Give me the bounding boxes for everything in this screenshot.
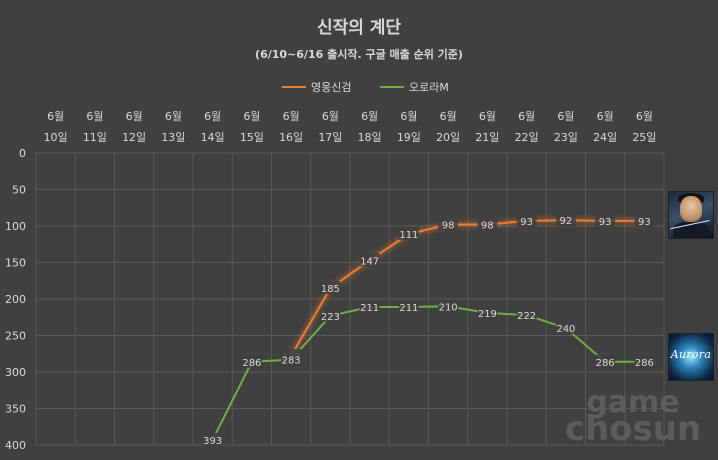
x-tick-month: 6월 bbox=[440, 110, 457, 123]
data-label: 393 bbox=[203, 436, 222, 447]
data-label: 210 bbox=[439, 302, 458, 313]
x-tick-month: 6월 bbox=[86, 110, 103, 123]
x-tick-day: 20일 bbox=[436, 130, 460, 144]
x-tick-day: 22일 bbox=[515, 130, 539, 144]
data-label: 185 bbox=[321, 284, 340, 295]
x-axis: 6월 6월 6월 6월 6월 6월 6월 6월 6월 6월 6월 6월 6월 6월 6월 6월 10일 11일 12… bbox=[44, 110, 657, 144]
grid bbox=[35, 152, 665, 446]
data-label: 93 bbox=[520, 217, 533, 228]
x-tick-month: 6월 bbox=[518, 110, 535, 123]
data-label-bg bbox=[477, 305, 498, 319]
x-tick-day: 21일 bbox=[475, 130, 499, 144]
x-tick-month: 6월 bbox=[322, 110, 339, 123]
data-label-bg bbox=[320, 281, 341, 295]
x-tick-month: 6월 bbox=[597, 110, 614, 123]
data-label-bg bbox=[555, 213, 576, 227]
data-label-bg bbox=[595, 354, 616, 368]
data-label: 286 bbox=[596, 358, 615, 369]
x-tick-month: 6월 bbox=[47, 110, 64, 123]
y-tick-label: 100 bbox=[5, 220, 26, 233]
x-tick-month: 6월 bbox=[126, 110, 143, 123]
data-label: 211 bbox=[360, 303, 379, 314]
data-label: 222 bbox=[517, 311, 536, 322]
x-tick-day: 25일 bbox=[632, 130, 656, 144]
aurora-game-thumbnail: Aurora bbox=[668, 333, 714, 381]
data-label: 211 bbox=[399, 303, 418, 314]
legend-label: 영웅신검 bbox=[311, 81, 351, 94]
x-tick-day: 18일 bbox=[358, 130, 382, 144]
data-label-bg bbox=[516, 213, 537, 227]
data-label-bg bbox=[398, 300, 419, 314]
x-tick-day: 15일 bbox=[240, 130, 264, 144]
y-tick-label: 250 bbox=[5, 330, 26, 343]
data-label: 240 bbox=[556, 324, 575, 335]
x-tick-day: 13일 bbox=[161, 130, 185, 144]
legend-label: 오로라M bbox=[409, 81, 449, 94]
data-label: 286 bbox=[635, 358, 654, 369]
x-tick-month: 6월 bbox=[361, 110, 378, 123]
chart-title: 신작의 계단 bbox=[317, 18, 401, 38]
data-label-bg bbox=[634, 354, 655, 368]
data-label-bg bbox=[516, 308, 537, 322]
chart-subtitle: (6/10~6/16 출시작. 구글 매출 순위 기준) bbox=[255, 47, 463, 61]
x-tick-day: 23일 bbox=[554, 130, 578, 144]
data-label-bg bbox=[634, 213, 655, 227]
x-tick-month: 6월 bbox=[283, 110, 300, 123]
data-label: 147 bbox=[360, 256, 379, 267]
data-label-bg bbox=[398, 227, 419, 241]
data-label-bg bbox=[359, 253, 380, 267]
data-label: 92 bbox=[560, 216, 573, 227]
y-tick-label: 200 bbox=[5, 293, 26, 306]
data-label-bg bbox=[555, 321, 576, 335]
legend: 영웅신검 오로라M bbox=[282, 81, 449, 94]
data-labels: 2781851471119898939293933932862832232112… bbox=[202, 213, 655, 447]
x-tick-day: 16일 bbox=[279, 130, 303, 144]
x-tick-month: 6월 bbox=[243, 110, 260, 123]
data-label: 286 bbox=[242, 358, 261, 369]
data-label-bg bbox=[359, 300, 380, 314]
y-tick-label: 0 bbox=[19, 147, 26, 160]
data-label-bg bbox=[320, 308, 341, 322]
data-label: 223 bbox=[321, 312, 340, 323]
data-label: 98 bbox=[481, 221, 494, 232]
series-line bbox=[290, 219, 645, 357]
x-tick-month: 6월 bbox=[636, 110, 653, 123]
watermark-line-1: game bbox=[586, 385, 680, 420]
y-tick-label: 300 bbox=[5, 366, 26, 379]
data-label-bg bbox=[438, 299, 459, 313]
x-tick-day: 14일 bbox=[201, 130, 225, 144]
y-tick-label: 350 bbox=[5, 403, 26, 416]
hero-game-thumbnail bbox=[668, 191, 714, 239]
y-tick-label: 150 bbox=[5, 257, 26, 270]
data-label-bg bbox=[438, 217, 459, 231]
data-label-bg bbox=[241, 354, 262, 368]
data-label: 111 bbox=[399, 230, 418, 241]
y-tick-label: 400 bbox=[5, 439, 26, 452]
x-tick-month: 6월 bbox=[557, 110, 574, 123]
data-label: 283 bbox=[282, 356, 301, 367]
y-tick-label: 50 bbox=[12, 184, 26, 197]
x-tick-day: 17일 bbox=[318, 130, 342, 144]
data-label: 98 bbox=[442, 221, 455, 232]
x-tick-day: 11일 bbox=[83, 130, 107, 144]
x-tick-month: 6월 bbox=[165, 110, 182, 123]
y-axis: 0 50 100 150 200 250 300 350 400 bbox=[5, 147, 26, 452]
watermark-logo: game chosun bbox=[548, 385, 718, 449]
x-tick-month: 6월 bbox=[204, 110, 221, 123]
data-label-bg bbox=[202, 432, 223, 446]
data-label: 93 bbox=[638, 217, 651, 228]
data-label: 219 bbox=[478, 309, 497, 320]
data-label: 93 bbox=[599, 217, 612, 228]
x-tick-month: 6월 bbox=[479, 110, 496, 123]
data-label-bg bbox=[595, 213, 616, 227]
data-label-bg bbox=[281, 352, 302, 366]
watermark-line-2: chosun bbox=[564, 409, 702, 449]
data-label-bg bbox=[477, 217, 498, 231]
x-tick-day: 10일 bbox=[44, 130, 68, 144]
x-tick-month: 6월 bbox=[400, 110, 417, 123]
x-tick-day: 12일 bbox=[122, 130, 146, 144]
x-tick-day: 19일 bbox=[397, 130, 421, 144]
x-tick-day: 24일 bbox=[593, 130, 617, 144]
